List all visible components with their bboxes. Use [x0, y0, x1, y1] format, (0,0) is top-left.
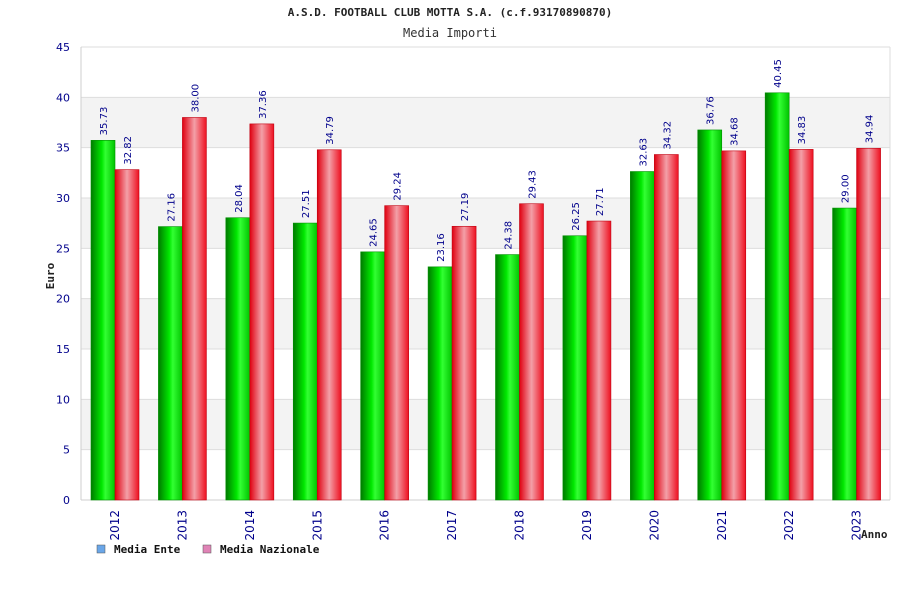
- plot-background: [81, 47, 890, 500]
- x-tick-label: 2019: [580, 510, 594, 541]
- plot-band: [81, 147, 890, 198]
- value-label: 34.32: [662, 121, 673, 150]
- legend-label-media-nazionale: Media Nazionale: [220, 543, 320, 556]
- y-tick-label: 30: [56, 192, 70, 205]
- y-axis-ticks: 0 5 10 15 20 25 30 35 40 45: [56, 41, 70, 507]
- x-tick-label: 2013: [175, 510, 189, 541]
- value-label: 40.45: [773, 59, 784, 88]
- legend: Media Ente Media Nazionale: [96, 543, 320, 556]
- y-tick-label: 0: [63, 494, 70, 507]
- bar-media-nazionale-2017: [451, 225, 477, 501]
- bar-media-nazionale-2023: [856, 147, 881, 501]
- x-tick-label: 2021: [715, 510, 729, 541]
- y-tick-label: 25: [56, 242, 70, 255]
- bars: [90, 92, 881, 501]
- bar-media-nazionale-2013: [182, 117, 207, 501]
- legend-label-media-ente: Media Ente: [114, 543, 181, 556]
- x-tick-label: 2022: [782, 510, 796, 541]
- bar-media-ente-2013: [158, 226, 183, 501]
- bar-media-ente-2022: [764, 92, 790, 501]
- bar-media-nazionale-2022: [788, 149, 814, 501]
- value-label: 24.38: [504, 221, 515, 250]
- value-label: 28.04: [234, 184, 245, 213]
- plot-band: [81, 198, 890, 249]
- bar-media-nazionale-2020: [654, 154, 679, 501]
- value-label: 27.19: [460, 193, 471, 222]
- legend-swatch-media-ente: [96, 544, 106, 554]
- x-tick-label: 2014: [243, 510, 257, 541]
- bar-media-nazionale-2012: [114, 169, 140, 501]
- value-label: 32.63: [638, 138, 649, 167]
- y-tick-label: 5: [63, 444, 70, 457]
- bar-media-ente-2023: [832, 207, 857, 501]
- value-labels: 35.73 32.82 27.16 38.00 28.04 37.36 27.51 34.79…: [99, 59, 876, 262]
- value-label: 29.24: [393, 172, 404, 201]
- value-label: 29.00: [841, 174, 852, 203]
- plot-band: [81, 97, 890, 148]
- x-axis-ticks: 2012 2013 2014 2015 2016 2017 2018 2019 2020 2021…: [108, 510, 864, 541]
- plot-band: [81, 399, 890, 450]
- value-label: 34.94: [865, 115, 876, 144]
- y-tick-label: 40: [56, 91, 70, 104]
- x-tick-label: 2017: [445, 510, 459, 541]
- x-tick-label: 2020: [647, 510, 661, 541]
- bar-media-nazionale-2016: [384, 205, 409, 501]
- value-label: 37.36: [258, 90, 269, 119]
- bar-media-ente-2018: [495, 254, 520, 501]
- bar-media-ente-2017: [427, 266, 453, 501]
- x-tick-label: 2015: [310, 510, 324, 541]
- bar-media-ente-2015: [292, 222, 318, 501]
- bar-media-nazionale-2019: [586, 220, 612, 501]
- value-label: 27.51: [301, 189, 312, 218]
- gridlines: [80, 46, 891, 501]
- value-label: 34.68: [730, 117, 741, 146]
- y-tick-label: 15: [56, 343, 70, 356]
- value-label: 34.79: [325, 116, 336, 145]
- value-label: 26.25: [571, 202, 582, 231]
- value-label: 38.00: [190, 84, 201, 113]
- bar-media-nazionale-2021: [721, 150, 747, 501]
- chart-title: A.S.D. FOOTBALL CLUB MOTTA S.A. (c.f.931…: [288, 6, 613, 19]
- bar-media-nazionale-2015: [316, 149, 342, 501]
- plot-band: [81, 449, 890, 500]
- bar-media-ente-2019: [562, 235, 588, 501]
- value-label: 23.16: [436, 233, 447, 262]
- x-tick-label: 2012: [108, 510, 122, 541]
- value-label: 27.16: [166, 193, 177, 222]
- legend-swatch-media-nazionale: [202, 544, 212, 554]
- plot-band: [81, 47, 890, 98]
- bar-media-ente-2021: [697, 129, 723, 501]
- x-tick-label: 2016: [378, 510, 392, 541]
- plot-band: [81, 248, 890, 299]
- value-label: 36.76: [706, 96, 717, 125]
- value-label: 32.82: [123, 136, 134, 165]
- y-tick-label: 10: [56, 393, 70, 406]
- bar-media-nazionale-2014: [249, 123, 275, 501]
- bar-media-ente-2012: [90, 140, 116, 501]
- plot-band: [81, 298, 890, 349]
- y-tick-label: 20: [56, 293, 70, 306]
- value-label: 27.71: [595, 187, 606, 216]
- chart-subtitle: Media Importi: [403, 26, 497, 40]
- y-tick-label: 35: [56, 142, 70, 155]
- value-label: 35.73: [99, 107, 110, 136]
- x-axis-label: Anno: [861, 528, 888, 541]
- y-axis-label: Euro: [44, 262, 57, 289]
- value-label: 24.65: [369, 218, 380, 247]
- bar-media-ente-2014: [225, 217, 251, 501]
- bar-media-ente-2020: [630, 171, 655, 501]
- x-tick-label: 2023: [850, 510, 864, 541]
- bar-media-ente-2016: [360, 251, 385, 501]
- x-tick-label: 2018: [513, 510, 527, 541]
- value-label: 29.43: [528, 170, 539, 199]
- plot-band: [81, 349, 890, 400]
- value-label: 34.83: [797, 116, 808, 145]
- bar-media-nazionale-2018: [519, 203, 544, 501]
- y-tick-label: 45: [56, 41, 70, 54]
